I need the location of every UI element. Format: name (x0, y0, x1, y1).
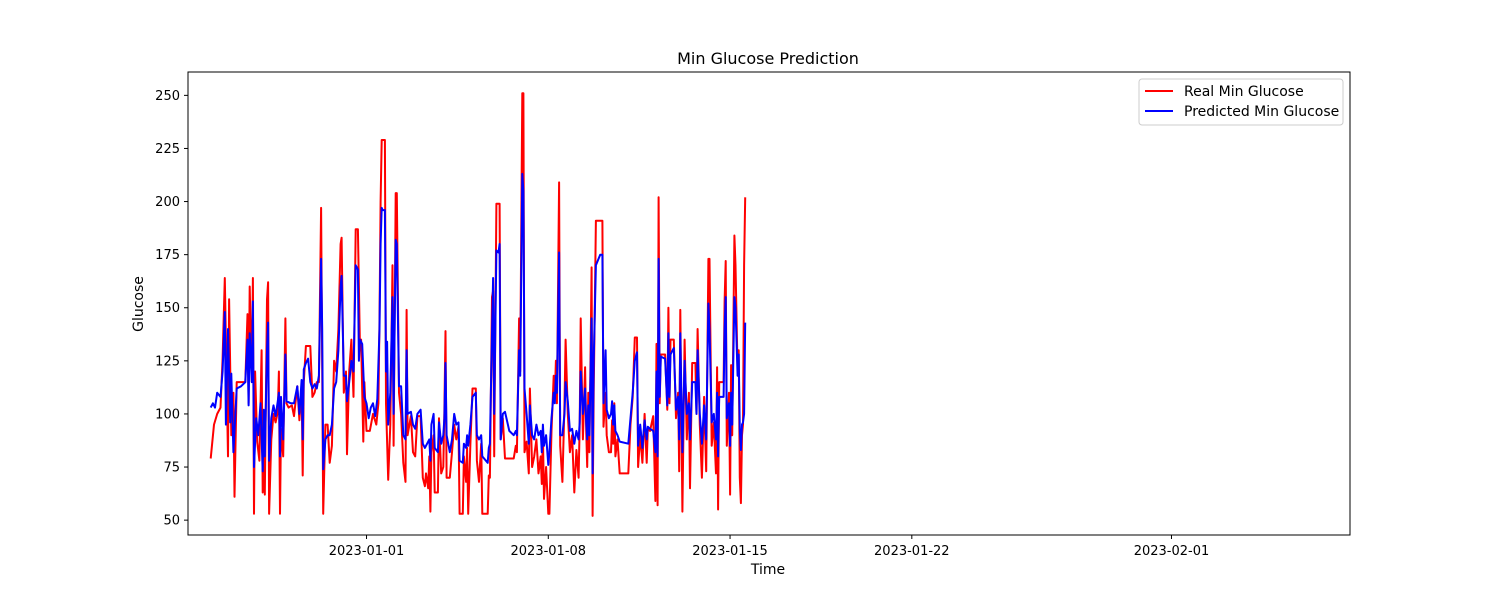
y-axis: 50 75 100 125 150 175 200 225 250 (155, 89, 188, 529)
y-tick-label: 200 (155, 195, 180, 210)
y-tick-label: 100 (155, 407, 180, 422)
chart-title: Min Glucose Prediction (677, 49, 859, 68)
legend: Real Min Glucose Predicted Min Glucose (1138, 78, 1344, 126)
y-tick-label: 50 (163, 514, 180, 529)
plot-area (187, 71, 1351, 536)
x-tick-label: 2023-01-22 (874, 544, 950, 559)
y-tick-label: 150 (155, 301, 180, 316)
x-tick-label: 2023-01-01 (329, 544, 405, 559)
y-tick-label: 175 (155, 248, 180, 263)
legend-label-predicted: Predicted Min Glucose (1184, 104, 1339, 120)
y-tick-label: 125 (155, 354, 180, 369)
x-axis: 2023-01-01 2023-01-08 2023-01-15 2023-01-22… (329, 535, 1210, 559)
x-tick-label: 2023-01-08 (511, 544, 587, 559)
legend-box (1138, 78, 1344, 126)
series-layer (209, 92, 747, 517)
x-tick-label: 2023-01-15 (692, 544, 768, 559)
x-axis-label: Time (750, 562, 785, 578)
axes-frame (187, 71, 1351, 536)
y-axis-label: Glucose (131, 276, 147, 332)
legend-label-real: Real Min Glucose (1184, 84, 1304, 100)
y-tick-label: 225 (155, 142, 180, 157)
y-tick-label: 250 (155, 89, 180, 104)
series-line-predicted (209, 172, 747, 475)
y-tick-label: 75 (163, 461, 180, 476)
x-tick-label: 2023-02-01 (1134, 544, 1210, 559)
